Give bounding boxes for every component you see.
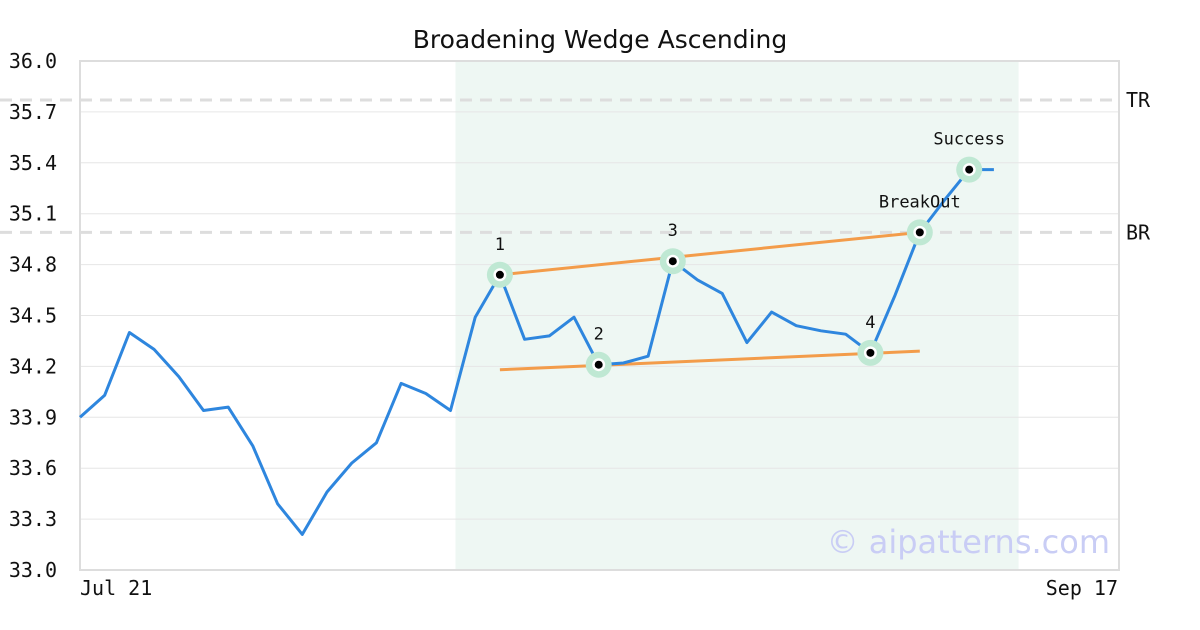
- reference-line-layer: TR BR: [0, 88, 1151, 244]
- plot-frame: [79, 60, 1120, 571]
- y-tick-layer: 33.0 33.3 33.6 33.9 34.2 34.5 34.8 35.1 35.4 35.7…: [9, 49, 57, 582]
- pattern-point-2: [594, 360, 603, 369]
- y-tick-label: 35.1: [9, 202, 57, 226]
- chart-title: Broadening Wedge Ascending: [413, 25, 788, 54]
- pattern-point-label-4: 4: [865, 313, 875, 333]
- pattern-point-layer: 1 2 3 4 BreakOut Success: [486, 130, 1005, 378]
- pattern-point-label-success: Success: [933, 130, 1005, 150]
- price-series-line: [78, 168, 994, 536]
- trendline-layer: [499, 230, 920, 372]
- reference-label-tr: TR: [1126, 88, 1151, 112]
- y-tick-label: 35.4: [9, 151, 57, 175]
- x-tick-label: Jul 21: [80, 576, 152, 600]
- pattern-point-label-1: 1: [495, 235, 505, 255]
- pattern-point-3: [668, 257, 677, 266]
- y-tick-label: 34.2: [9, 354, 57, 378]
- y-tick-label: 34.8: [9, 253, 57, 277]
- upper-trendline: [499, 230, 920, 277]
- y-tick-label: 34.5: [9, 304, 57, 328]
- pattern-point-4: [866, 348, 875, 357]
- y-tick-label: 33.3: [9, 507, 57, 531]
- x-tick-layer: Jul 21 Sep 17: [80, 576, 1118, 600]
- grid-layer: [80, 111, 1119, 520]
- x-tick-label: Sep 17: [1046, 576, 1118, 600]
- watermark: © aipatterns.com: [827, 523, 1110, 561]
- pattern-point-1: [495, 270, 504, 279]
- y-tick-label: 33.9: [9, 405, 57, 429]
- series-layer: [78, 168, 994, 536]
- pattern-point-label-2: 2: [594, 325, 604, 345]
- pattern-point-breakout: [915, 228, 924, 237]
- y-tick-label: 33.0: [9, 558, 57, 582]
- reference-label-br: BR: [1126, 220, 1151, 244]
- pattern-point-label-breakout: BreakOut: [879, 192, 961, 212]
- pattern-point-label-3: 3: [668, 221, 678, 241]
- y-tick-label: 36.0: [9, 49, 57, 73]
- lower-trendline: [499, 349, 920, 372]
- pattern-point-success: [965, 165, 974, 174]
- y-tick-label: 33.6: [9, 456, 57, 480]
- y-tick-label: 35.7: [9, 100, 57, 124]
